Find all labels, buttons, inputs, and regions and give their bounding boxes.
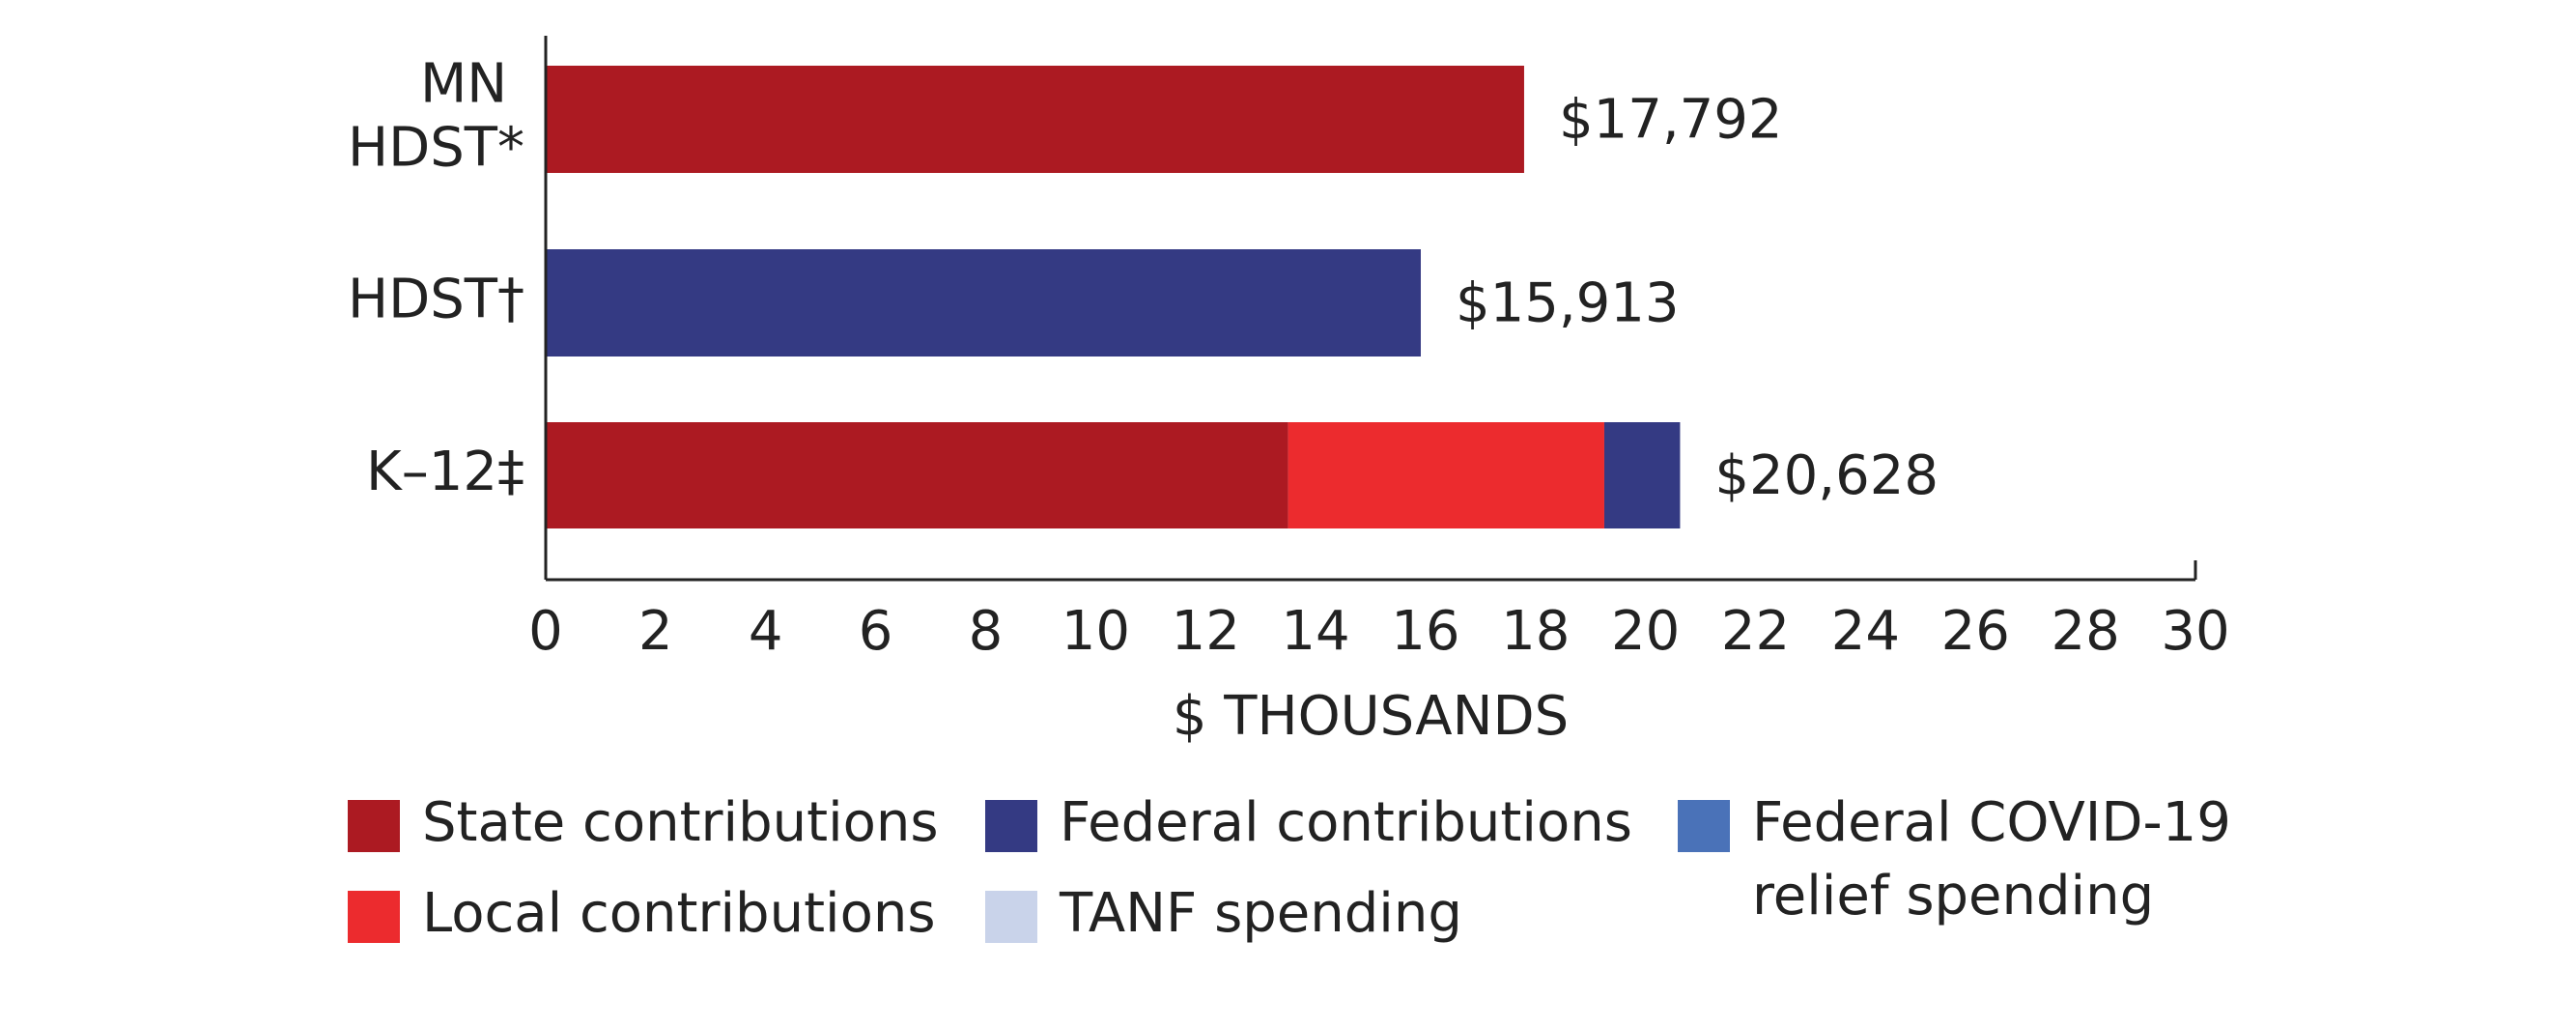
x-tick-label: 4 [749, 600, 783, 663]
x-tick-label: 16 [1391, 600, 1459, 663]
x-tick-label: 24 [1831, 600, 1900, 663]
bar-segment [1603, 422, 1681, 528]
legend-swatch [348, 891, 400, 943]
legend-label: TANF spending [1059, 882, 1462, 945]
legend-label: State contributions [422, 791, 939, 854]
legend-swatch [1678, 800, 1730, 852]
bar-segment [546, 422, 1288, 528]
y-tick-label: MN HDST* [348, 53, 524, 180]
x-tick-label: 8 [969, 600, 1004, 663]
y-tick-label: HDST† [348, 269, 524, 331]
y-tick-label: K–12‡ [366, 441, 524, 503]
x-tick-label: 20 [1611, 600, 1680, 663]
x-tick-label: 0 [528, 600, 563, 663]
total-label: $17,792 [1559, 89, 1783, 152]
x-tick-label: 18 [1501, 600, 1570, 663]
legend-label: Federal COVID-19 relief spending [1752, 791, 2249, 927]
x-tick-label: 28 [2052, 600, 2120, 663]
legend-swatch [985, 891, 1037, 943]
x-tick-label: 26 [1941, 600, 2010, 663]
x-axis-label: $ THOUSANDS [1173, 685, 1569, 748]
x-tick-label: 10 [1062, 600, 1130, 663]
x-tick-label: 14 [1281, 600, 1349, 663]
total-label: $20,628 [1714, 444, 1939, 507]
bar-segment [546, 249, 1421, 357]
legend-swatch [985, 800, 1037, 852]
legend-swatch [348, 800, 400, 852]
total-label: $15,913 [1456, 272, 1680, 335]
x-tick-label: 12 [1172, 600, 1240, 663]
x-tick-label: 30 [2161, 600, 2229, 663]
x-tick-label: 22 [1721, 600, 1790, 663]
bar-segment [546, 66, 1524, 173]
legend-label: Federal contributions [1060, 791, 1632, 854]
bar-segment [1288, 422, 1604, 528]
x-tick-label: 2 [638, 600, 673, 663]
legend-label: Local contributions [422, 882, 936, 945]
x-tick-label: 6 [859, 600, 893, 663]
